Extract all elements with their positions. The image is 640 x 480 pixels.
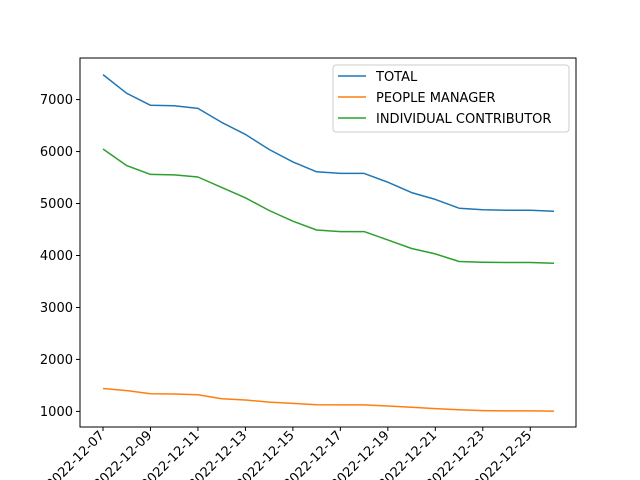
legend-entry-total: TOTAL <box>338 70 418 85</box>
legend-label-people-manager: PEOPLE MANAGER <box>376 91 496 106</box>
legend-box <box>332 64 570 133</box>
y-tick-label: 2000 <box>40 353 73 368</box>
series-line-people-manager <box>102 387 555 412</box>
plot-frame <box>79 57 577 428</box>
x-tick-label: 2022-12-07 <box>44 428 108 480</box>
legend-label-individual-contributor: INDIVIDUAL CONTRIBUTOR <box>376 112 551 127</box>
y-tick-label: 5000 <box>40 197 73 212</box>
plot-lines <box>102 74 555 412</box>
series-line-total <box>102 74 555 213</box>
y-tick-label: 6000 <box>40 145 73 160</box>
y-axis: 1000 2000 3000 4000 5000 6000 7000 <box>40 93 80 420</box>
legend-label-total: TOTAL <box>375 70 418 85</box>
y-tick-label: 1000 <box>40 405 73 420</box>
legend-entry-people-manager: PEOPLE MANAGER <box>338 91 496 106</box>
series-line-individual-contributor <box>102 148 555 265</box>
x-axis: 2022-12-072022-12-092022-12-112022-12-13… <box>44 427 535 480</box>
y-tick-label: 3000 <box>40 301 73 316</box>
y-tick-label: 4000 <box>40 249 73 264</box>
legend: TOTAL PEOPLE MANAGER INDIVIDUAL CONTRIBU… <box>332 64 570 133</box>
y-tick-label: 7000 <box>40 93 73 108</box>
legend-entry-individual-contributor: INDIVIDUAL CONTRIBUTOR <box>338 112 551 127</box>
